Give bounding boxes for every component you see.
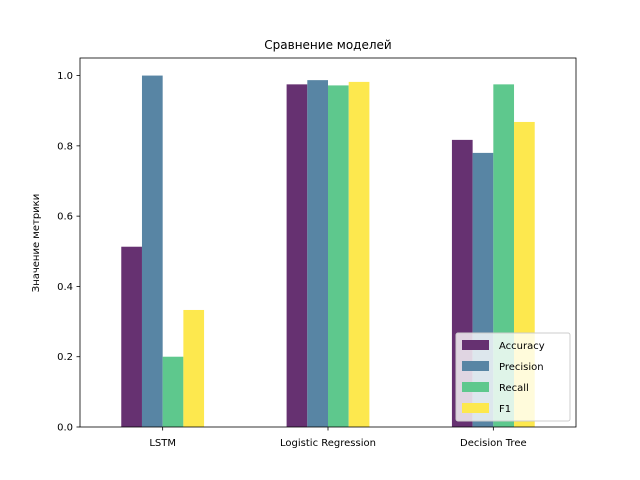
y-tick-label: 0.2: [57, 352, 73, 363]
y-tick-label: 0.0: [57, 423, 73, 434]
bar-accuracy-lstm: [121, 246, 142, 427]
bar-f1-logistic-regression: [348, 81, 370, 428]
bar-precision-logistic-regression: [307, 80, 328, 427]
chart-title: Сравнение моделей: [264, 38, 391, 52]
x-tick-label: Logistic Regression: [280, 438, 376, 449]
bar-accuracy-logistic-regression: [286, 84, 308, 428]
bar-recall-lstm: [162, 356, 184, 427]
y-tick-label: 0.6: [57, 212, 73, 223]
y-tick-label: 0.4: [57, 282, 73, 293]
legend-label-precision: Precision: [499, 362, 544, 373]
bar-f1-lstm: [183, 309, 205, 427]
legend-swatch-recall: [462, 382, 489, 392]
legend-label-f1: F1: [499, 404, 511, 415]
axes-group: 0.0 0.2 0.4 0.6 0.8 1.0 LSTM Logistic Regressio…: [57, 57, 577, 449]
bar-precision-lstm: [141, 75, 163, 427]
legend-label-recall: Recall: [499, 383, 529, 394]
legend: Accuracy Precision Recall F1: [455, 332, 571, 422]
legend-swatch-precision: [462, 361, 489, 371]
legend-swatch-f1: [462, 403, 489, 413]
x-tick-label: Decision Tree: [460, 438, 527, 449]
y-axis-title: Значение метрики: [31, 194, 42, 292]
legend-swatch-accuracy: [462, 340, 489, 350]
y-tick-label: 0.8: [57, 141, 73, 152]
x-tick-label: LSTM: [149, 438, 176, 449]
legend-box: [455, 332, 571, 422]
y-tick-label: 1.0: [57, 71, 73, 82]
legend-label-accuracy: Accuracy: [499, 341, 545, 352]
bar-recall-logistic-regression: [328, 85, 349, 427]
